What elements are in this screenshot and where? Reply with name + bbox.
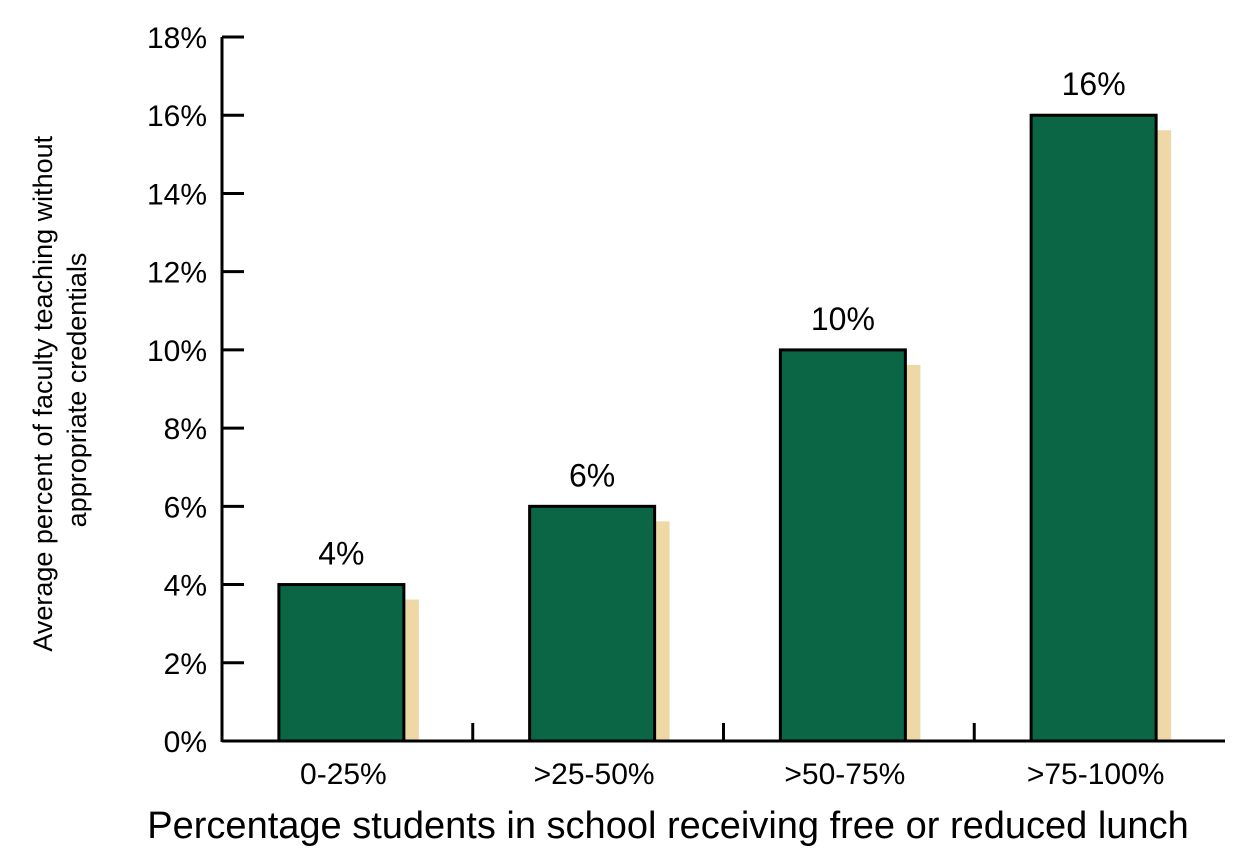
x-ticks-group: 0-25% >25-50% >50-75% >75-100%	[300, 723, 1164, 791]
bars-group: 4% 6% 10% 16%	[277, 66, 1172, 743]
y-axis-title-line-1: Average percent of faculty teaching with…	[28, 135, 58, 651]
x-tick-label: >25-50%	[534, 758, 655, 791]
bar	[528, 504, 657, 743]
y-tick-label: 16%	[147, 100, 207, 133]
y-axis-title: Average percent of faculty teaching with…	[28, 128, 92, 651]
y-axis-title-line-2: appropriate credentials	[62, 253, 92, 528]
x-tick-label: >75-100%	[1027, 758, 1165, 791]
data-label: 6%	[569, 457, 615, 493]
x-axis-title: Percentage students in school receiving …	[147, 805, 1188, 847]
bar	[1029, 113, 1158, 743]
y-tick-label: 6%	[164, 491, 207, 524]
x-tick-label: >50-75%	[784, 758, 905, 791]
y-tick-label: 18%	[147, 22, 207, 55]
y-tick-label: 2%	[164, 648, 207, 681]
x-tick-label: 0-25%	[300, 758, 387, 791]
y-tick-label: 0%	[164, 726, 207, 759]
data-label: 4%	[318, 536, 364, 572]
y-tick-label: 4%	[164, 570, 207, 603]
y-tick-label: 10%	[147, 335, 207, 368]
y-tick-label: 12%	[147, 257, 207, 290]
y-tick-label: 14%	[147, 178, 207, 211]
bar	[277, 583, 406, 743]
bar	[778, 348, 907, 743]
data-label: 10%	[811, 301, 875, 337]
data-label: 16%	[1062, 66, 1126, 102]
y-ticks-group: 0% 2% 4% 6% 8% 10% 12% 14% 16% 18%	[147, 22, 244, 759]
y-tick-label: 8%	[164, 413, 207, 446]
